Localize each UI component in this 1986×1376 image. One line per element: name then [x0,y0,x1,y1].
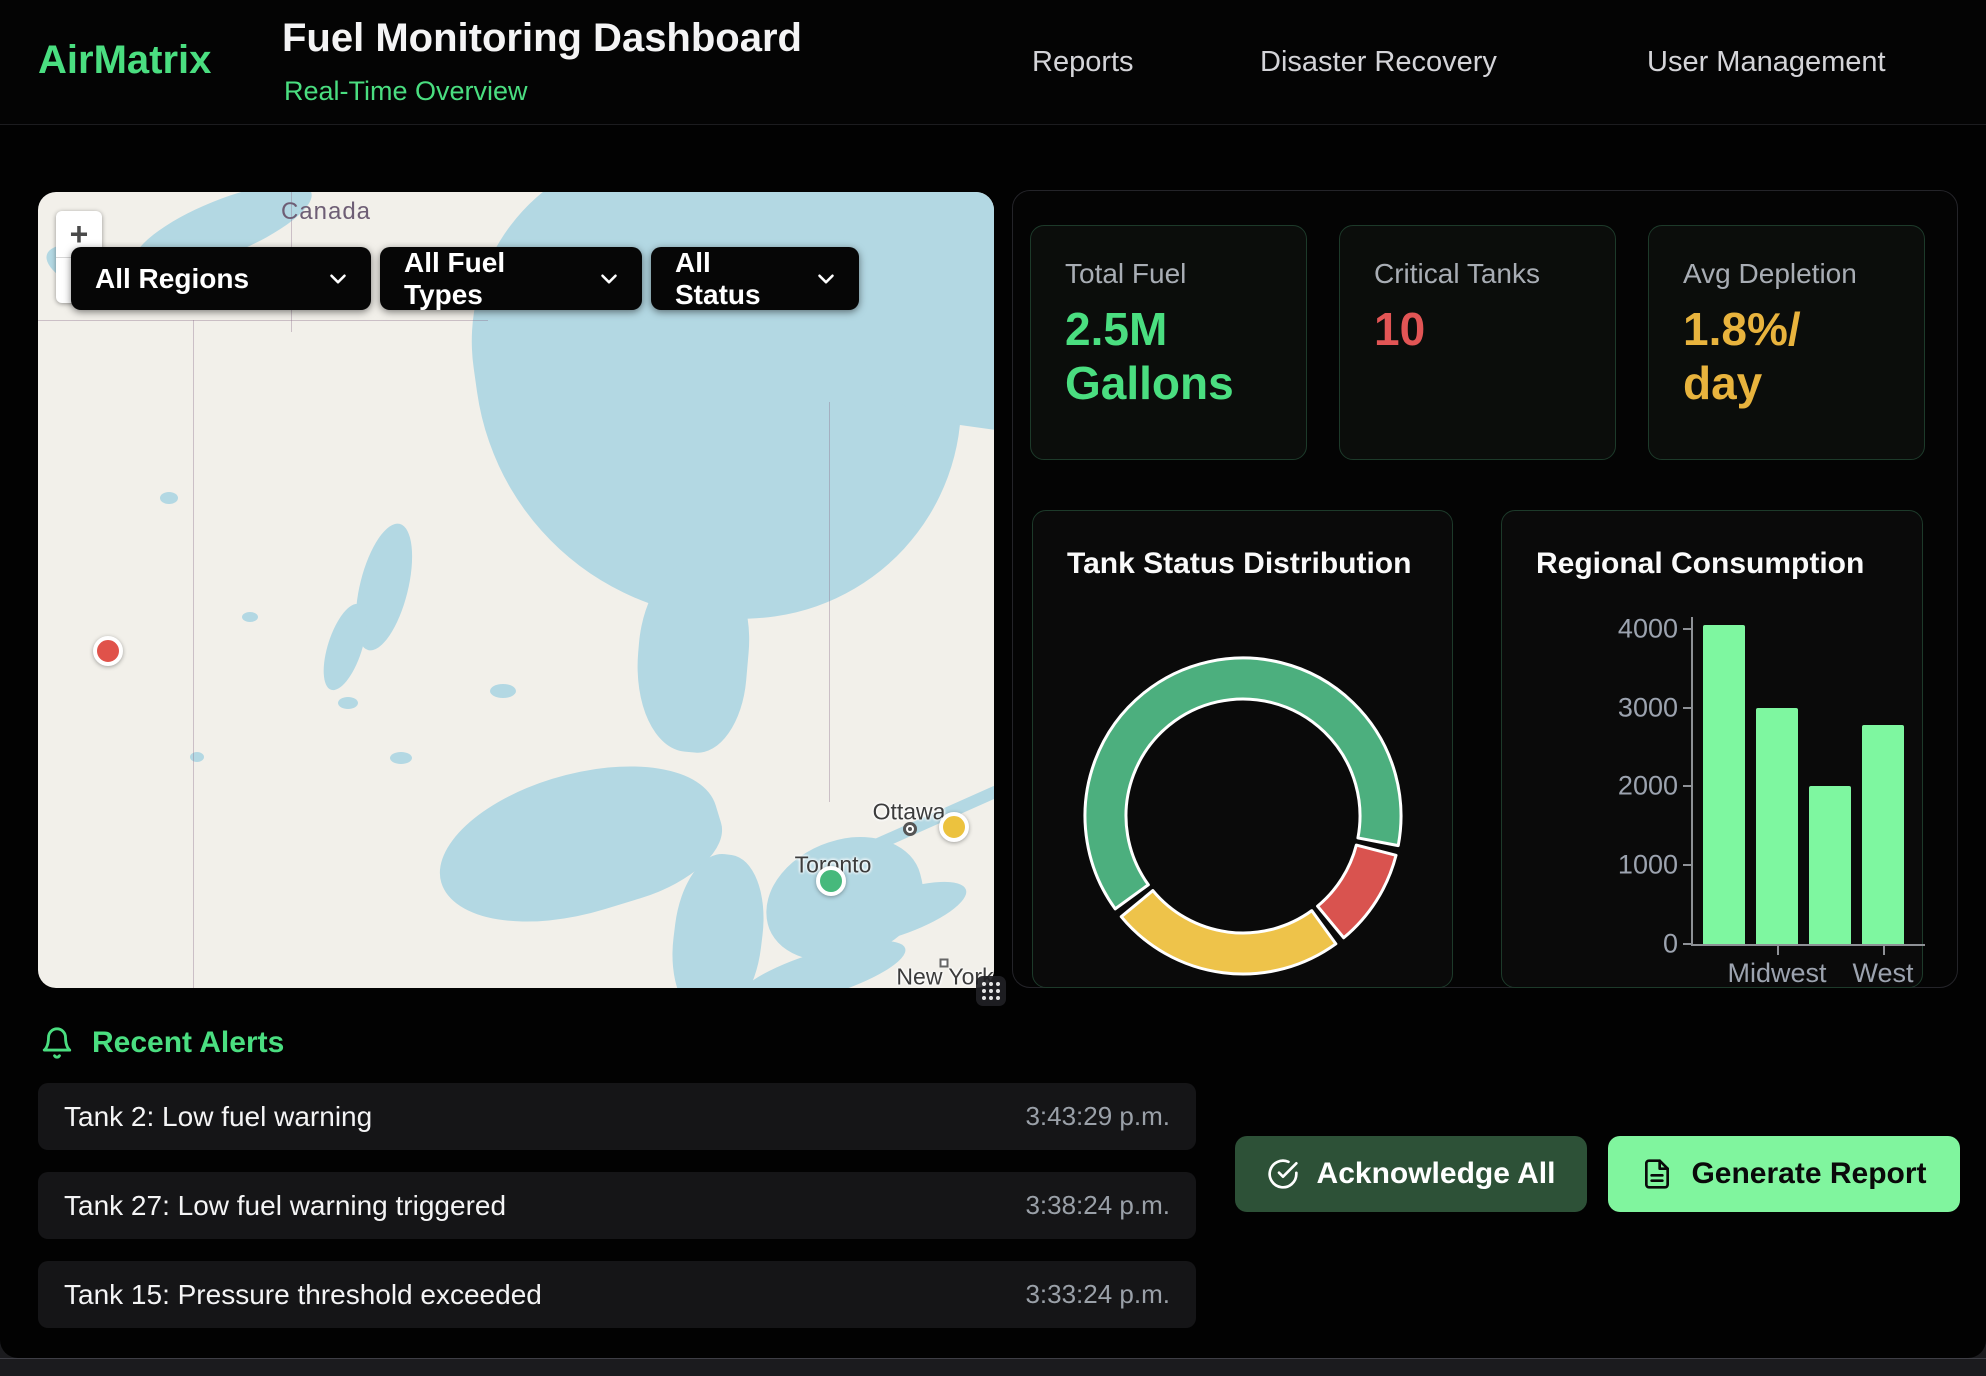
y-tick-label: 3000 [1582,692,1678,723]
border-ontario-quebec [829,402,830,802]
x-tick-label: West [1803,958,1963,989]
map[interactable]: Canada OttawaTorontoNew York + − All Reg… [38,192,994,988]
nav-user-management[interactable]: User Management [1647,46,1886,79]
screen: AirMatrix Fuel Monitoring Dashboard Real… [0,0,1986,1376]
alert-text: Tank 2: Low fuel warning [64,1101,372,1133]
horizontal-scrollbar[interactable] [0,1358,1986,1376]
filter-fuel-types-value: All Fuel Types [404,247,578,311]
alert-row: Tank 2: Low fuel warning 3:43:29 p.m. [38,1083,1196,1150]
stat-card-total-fuel: Total Fuel 2.5MGallons [1030,225,1307,460]
recent-alerts-header: Recent Alerts [40,1026,284,1060]
alert-text: Tank 15: Pressure threshold exceeded [64,1279,542,1311]
page-subtitle: Real-Time Overview [284,76,528,107]
x-axis-line [1691,944,1925,946]
city-dot-new-york [940,959,949,968]
bar [1809,786,1851,944]
map-filters: All Regions All Fuel Types All Status [71,247,859,310]
tank-status-title: Tank Status Distribution [1067,547,1411,581]
tank-status-panel: Tank Status Distribution [1032,510,1453,988]
generate-report-label: Generate Report [1691,1157,1926,1191]
alert-timestamp: 3:43:29 p.m. [1025,1101,1170,1132]
page-title: Fuel Monitoring Dashboard [282,16,802,61]
x-tick-mark [1883,946,1885,955]
bell-icon [40,1026,74,1060]
filter-status-dropdown[interactable]: All Status [651,247,859,310]
y-tick-label: 0 [1582,929,1678,960]
water-small-lake-3 [338,697,358,709]
tank-marker-critical[interactable] [93,636,123,666]
tank-status-donut-chart [1073,646,1413,986]
alert-timestamp: 3:33:24 p.m. [1025,1279,1170,1310]
stat-value: 2.5MGallons [1065,302,1272,411]
alert-row: Tank 15: Pressure threshold exceeded 3:3… [38,1261,1196,1328]
border-60n [38,320,488,321]
bar [1862,725,1904,944]
stat-label: Avg Depletion [1683,258,1890,290]
alert-timestamp: 3:38:24 p.m. [1025,1190,1170,1221]
map-label-canada: Canada [246,198,406,226]
chevron-down-icon [813,266,839,292]
header: AirMatrix Fuel Monitoring Dashboard Real… [0,0,1986,125]
filter-regions-value: All Regions [95,263,249,295]
app-window: AirMatrix Fuel Monitoring Dashboard Real… [0,0,1986,1358]
recent-alerts-title: Recent Alerts [92,1026,284,1060]
stat-value: 10 [1374,302,1581,356]
border-prairies [193,320,194,988]
nav-reports[interactable]: Reports [1032,46,1134,79]
check-circle-icon [1267,1158,1299,1190]
y-tick-label: 4000 [1582,613,1678,644]
acknowledge-all-button[interactable]: Acknowledge All [1235,1136,1587,1212]
tank-marker-warning[interactable] [939,812,969,842]
stat-value: 1.8%/day [1683,302,1890,411]
acknowledge-all-label: Acknowledge All [1317,1157,1556,1191]
stat-label: Total Fuel [1065,258,1272,290]
water-small-lake-6 [490,684,516,698]
tank-marker-normal[interactable] [816,866,846,896]
y-tick-label: 1000 [1582,850,1678,881]
water-small-lake-1 [160,492,178,504]
alert-text: Tank 27: Low fuel warning triggered [64,1190,506,1222]
y-tick-label: 2000 [1582,771,1678,802]
water-small-lake-5 [390,752,412,764]
city-dot-ottawa [903,822,917,836]
x-tick-mark [1777,946,1779,955]
stat-label: Critical Tanks [1374,258,1581,290]
generate-report-button[interactable]: Generate Report [1608,1136,1960,1212]
filter-status-value: All Status [675,247,795,311]
stat-card-critical-tanks: Critical Tanks 10 [1339,225,1616,460]
chevron-down-icon [325,266,351,292]
bar [1703,625,1745,944]
bar [1756,708,1798,944]
alert-row: Tank 27: Low fuel warning triggered 3:38… [38,1172,1196,1239]
file-text-icon [1641,1158,1673,1190]
chevron-down-icon [596,266,622,292]
y-axis-line [1691,617,1693,944]
regional-consumption-bar-chart: 40003000200010000MidwestWest [1502,511,1922,987]
filter-regions-dropdown[interactable]: All Regions [71,247,371,310]
water-small-lake-2 [242,612,258,622]
regional-consumption-panel: Regional Consumption 40003000200010000Mi… [1501,510,1923,988]
donut-segment-warning [1121,891,1336,974]
brand-logo: AirMatrix [38,38,211,83]
donut-segment-critical [1318,845,1396,938]
stat-card-avg-depletion: Avg Depletion 1.8%/day [1648,225,1925,460]
drag-handle-icon[interactable] [976,976,1006,1006]
nav-disaster-recovery[interactable]: Disaster Recovery [1260,46,1497,79]
filter-fuel-types-dropdown[interactable]: All Fuel Types [380,247,642,310]
